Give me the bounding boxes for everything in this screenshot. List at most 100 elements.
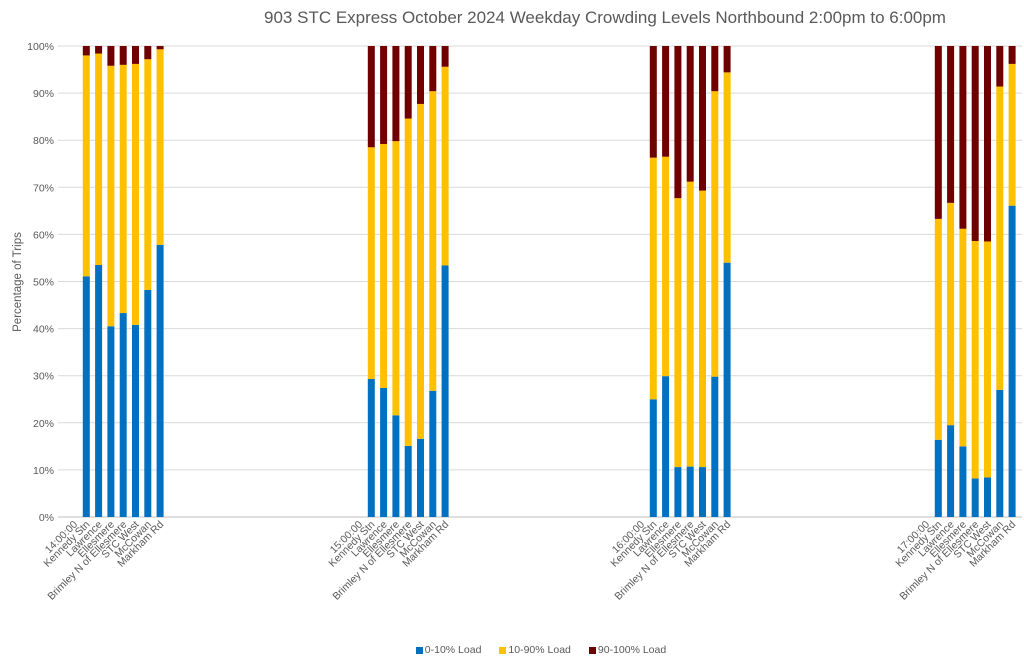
bar-segment-10-90-load xyxy=(1008,63,1016,206)
bar-segment-90-100-load xyxy=(441,46,449,67)
bar-segment-0-10-load xyxy=(82,276,90,517)
y-tick-label: 20% xyxy=(33,418,54,430)
bar-segment-10-90-load xyxy=(119,64,127,314)
bar-segment-90-100-load xyxy=(392,46,400,142)
legend-swatch xyxy=(499,646,507,654)
bar-segment-0-10-load xyxy=(723,262,731,517)
y-tick-label: 90% xyxy=(33,88,54,100)
bar-segment-90-100-load xyxy=(429,46,437,92)
bar-segment-90-100-load xyxy=(119,46,127,65)
bar-segment-0-10-load xyxy=(156,244,164,517)
chart-title: 903 STC Express October 2024 Weekday Cro… xyxy=(264,8,946,27)
bar-segment-10-90-load xyxy=(82,55,90,277)
bar-segment-0-10-load xyxy=(119,313,127,517)
bar-segment-0-10-load xyxy=(429,390,437,517)
bar-segment-90-100-load xyxy=(417,46,424,104)
bar-segment-10-90-load xyxy=(144,59,152,290)
y-tick-label: 30% xyxy=(33,371,54,383)
bar-segment-0-10-load xyxy=(132,324,139,517)
bar-segment-0-10-load xyxy=(686,466,694,517)
bar-segment-0-10-load xyxy=(649,399,657,517)
bar-segment-10-90-load xyxy=(367,147,375,379)
bar-segment-90-100-load xyxy=(934,46,942,219)
legend: 0-10% Load 10-90% Load 90-100% Load xyxy=(0,644,1024,656)
bar-segment-10-90-load xyxy=(107,65,115,327)
bar-segment-0-10-load xyxy=(441,265,449,517)
bar-segment-10-90-load xyxy=(984,241,991,478)
bar-segment-0-10-load xyxy=(367,378,375,517)
bar-segment-90-100-load xyxy=(107,46,115,66)
bar-segment-90-100-load xyxy=(996,46,1004,87)
bar-segment-0-10-load xyxy=(144,289,152,517)
bar-segment-90-100-load xyxy=(380,46,388,144)
legend-swatch xyxy=(415,646,423,654)
legend-item: 10-90% Load xyxy=(499,644,571,656)
y-tick-label: 50% xyxy=(33,277,54,289)
y-tick-label: 0% xyxy=(39,512,54,524)
bar-segment-10-90-load xyxy=(711,91,719,377)
bar-segment-10-90-load xyxy=(674,198,682,468)
bar-segment-90-100-load xyxy=(662,46,670,157)
bar-segment-10-90-load xyxy=(686,181,694,467)
bar-segment-90-100-load xyxy=(711,46,719,92)
bar-segment-0-10-load xyxy=(380,387,388,517)
bar-segment-10-90-load xyxy=(959,228,967,447)
bar-segment-90-100-load xyxy=(95,46,103,54)
bar-segment-10-90-load xyxy=(429,91,437,391)
bar-segment-10-90-load xyxy=(417,103,424,439)
bar-segment-90-100-load xyxy=(686,46,694,182)
bar-segment-0-10-load xyxy=(934,439,942,517)
y-tick-label: 60% xyxy=(33,229,54,241)
bar-segment-0-10-load xyxy=(95,265,103,517)
y-tick-label: 10% xyxy=(33,465,54,477)
bar-segment-0-10-load xyxy=(984,477,991,517)
bar-segment-90-100-load xyxy=(1008,46,1016,64)
bar-segment-0-10-load xyxy=(971,478,979,517)
bar-segment-10-90-load xyxy=(392,141,400,416)
y-tick-label: 80% xyxy=(33,135,54,147)
bar-segment-90-100-load xyxy=(723,46,731,73)
bar-segment-90-100-load xyxy=(404,46,412,119)
legend-item: 90-100% Load xyxy=(588,644,667,656)
bar-segment-0-10-load xyxy=(662,376,670,517)
y-tick-label: 70% xyxy=(33,182,54,194)
legend-label: 10-90% Load xyxy=(508,644,571,656)
bar-segment-90-100-load xyxy=(699,46,706,191)
bar-segment-90-100-load xyxy=(367,46,375,148)
bar-segment-90-100-load xyxy=(971,46,979,241)
bar-segment-90-100-load xyxy=(947,46,955,203)
y-tick-label: 40% xyxy=(33,324,54,336)
bar-segment-0-10-load xyxy=(107,326,115,517)
bar-segment-0-10-load xyxy=(392,415,400,517)
legend-item: 0-10% Load xyxy=(415,644,481,656)
bar-segment-10-90-load xyxy=(441,66,449,266)
bar-segment-10-90-load xyxy=(132,63,139,325)
bar-segment-90-100-load xyxy=(132,46,139,64)
bar-segment-10-90-load xyxy=(95,53,103,266)
bar-segment-10-90-load xyxy=(662,156,670,377)
bar-segment-90-100-load xyxy=(649,46,657,158)
bar-segment-10-90-load xyxy=(649,157,657,400)
bar-segment-0-10-load xyxy=(959,446,967,517)
bar-segment-90-100-load xyxy=(959,46,967,229)
bar-segment-10-90-load xyxy=(723,72,731,263)
bar-segment-90-100-load xyxy=(82,46,90,56)
bar-segment-90-100-load xyxy=(674,46,682,199)
bar-segment-90-100-load xyxy=(156,46,164,50)
bar-segment-0-10-load xyxy=(996,389,1004,517)
bar-segment-0-10-load xyxy=(674,467,682,517)
bar-segment-0-10-load xyxy=(711,376,719,517)
bar-segment-0-10-load xyxy=(1008,205,1016,517)
bar-segment-0-10-load xyxy=(417,438,424,517)
bar-segment-10-90-load xyxy=(947,202,955,426)
bar-segment-0-10-load xyxy=(404,445,412,517)
bar-segment-90-100-load xyxy=(144,46,152,60)
bar-segment-0-10-load xyxy=(947,425,955,517)
bar-segment-10-90-load xyxy=(934,218,942,440)
legend-label: 90-100% Load xyxy=(597,644,667,656)
bar-segment-10-90-load xyxy=(156,49,164,245)
legend-swatch xyxy=(588,646,596,654)
bar-segment-10-90-load xyxy=(699,190,706,468)
bar-segment-0-10-load xyxy=(699,467,706,517)
